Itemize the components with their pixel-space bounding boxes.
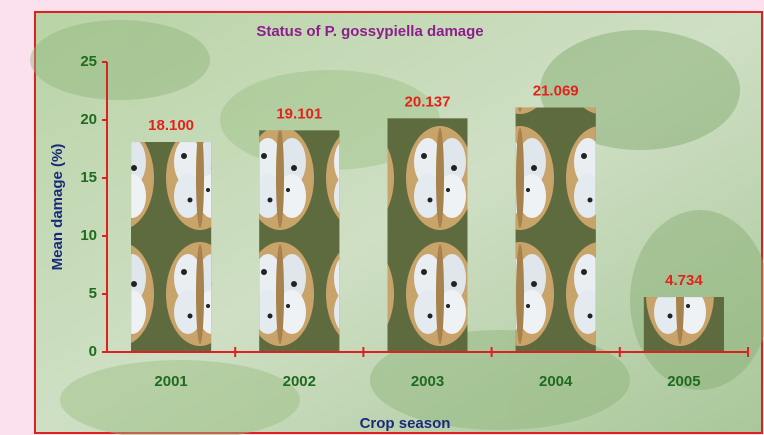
y-tick-label: 5 (89, 285, 97, 302)
x-tick-label: 2004 (539, 373, 573, 390)
value-label: 18.100 (148, 117, 194, 134)
page: {"chart_data": {"type": "bar", "title": … (0, 0, 764, 435)
x-tick-label: 2003 (411, 373, 444, 390)
value-label: 20.137 (405, 93, 451, 110)
x-tick-label: 2005 (667, 373, 700, 390)
bar-picture (644, 297, 724, 352)
chart-title: Status of P. gossypiella damage (256, 23, 483, 40)
y-tick-label: 25 (80, 53, 97, 70)
y-axis-title: Mean damage (%) (49, 144, 66, 271)
bar-picture (131, 142, 211, 352)
value-label: 21.069 (533, 83, 579, 100)
y-tick-label: 20 (80, 111, 97, 128)
y-tick-label: 0 (89, 343, 97, 360)
x-tick-label: 2002 (283, 373, 316, 390)
bar-picture (259, 130, 339, 352)
y-tick-label: 15 (80, 169, 97, 186)
value-label: 19.101 (276, 105, 322, 122)
chart: Status of P. gossypiella damage Crop sea… (0, 0, 764, 435)
bar-picture (516, 108, 596, 352)
x-axis-title: Crop season (360, 415, 451, 432)
value-label: 4.734 (665, 272, 703, 289)
bar-picture (388, 118, 468, 352)
y-tick-label: 10 (80, 227, 97, 244)
x-tick-label: 2001 (154, 373, 187, 390)
